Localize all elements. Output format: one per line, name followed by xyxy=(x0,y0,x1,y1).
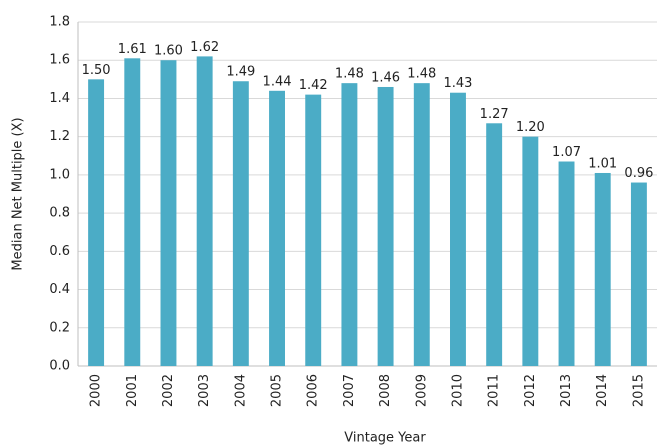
value-label: 1.20 xyxy=(516,120,545,135)
value-label: 1.07 xyxy=(552,145,581,160)
value-label: 1.50 xyxy=(82,63,111,78)
bar xyxy=(558,161,575,366)
y-tick-label: 0.0 xyxy=(49,359,70,374)
bar xyxy=(124,58,141,367)
bar xyxy=(594,172,611,366)
x-tick-label: 2005 xyxy=(270,374,285,407)
value-label: 1.42 xyxy=(299,78,328,93)
bar xyxy=(630,182,647,366)
value-label: 0.96 xyxy=(624,166,653,181)
x-tick-label: 2011 xyxy=(487,374,502,407)
bar xyxy=(450,92,466,366)
bar xyxy=(232,81,249,366)
bar xyxy=(486,123,503,367)
bar xyxy=(269,90,285,367)
value-label: 1.44 xyxy=(263,74,292,89)
y-tick-label: 1.0 xyxy=(49,167,70,182)
y-axis-title: Median Net Multiple (X) xyxy=(11,117,26,270)
x-tick-label: 2004 xyxy=(233,374,248,407)
x-tick-label: 2013 xyxy=(559,374,574,407)
bar xyxy=(413,83,430,367)
x-tick-label: 2000 xyxy=(89,374,104,407)
x-tick-label: 2009 xyxy=(414,374,429,407)
value-label: 1.60 xyxy=(154,44,183,59)
value-label: 1.43 xyxy=(443,76,472,91)
x-tick-label: 2007 xyxy=(342,374,357,407)
y-tick-label: 1.4 xyxy=(49,91,70,106)
value-label: 1.49 xyxy=(226,65,255,80)
value-label: 1.01 xyxy=(588,156,617,171)
bar xyxy=(377,86,394,366)
bar xyxy=(88,79,105,366)
value-label: 1.46 xyxy=(371,70,400,85)
value-label: 1.62 xyxy=(190,40,219,55)
bar xyxy=(341,83,358,367)
x-axis-title: Vintage Year xyxy=(344,431,426,446)
y-tick-label: 0.4 xyxy=(49,282,70,297)
value-label: 1.48 xyxy=(335,67,364,82)
value-label: 1.61 xyxy=(118,42,147,57)
y-tick-label: 1.2 xyxy=(49,129,70,144)
x-tick-label: 2008 xyxy=(378,374,393,407)
bar xyxy=(160,60,177,366)
bar xyxy=(196,56,213,367)
x-tick-label: 2002 xyxy=(161,374,176,407)
x-tick-label: 2014 xyxy=(595,374,610,407)
y-tick-label: 0.2 xyxy=(49,320,70,335)
x-tick-label: 2001 xyxy=(125,374,140,407)
y-tick-label: 0.6 xyxy=(49,244,70,259)
x-tick-label: 2003 xyxy=(197,374,212,407)
x-tick-label: 2006 xyxy=(306,374,321,407)
x-tick-label: 2015 xyxy=(631,374,646,407)
bar xyxy=(522,136,539,366)
x-tick-label: 2012 xyxy=(523,374,538,407)
y-tick-label: 1.6 xyxy=(49,53,70,68)
value-label: 1.48 xyxy=(407,67,436,82)
y-tick-label: 0.8 xyxy=(49,206,70,221)
value-label: 1.27 xyxy=(480,107,509,122)
bar xyxy=(305,94,322,366)
y-tick-label: 1.8 xyxy=(49,15,70,30)
x-tick-label: 2010 xyxy=(450,374,465,407)
